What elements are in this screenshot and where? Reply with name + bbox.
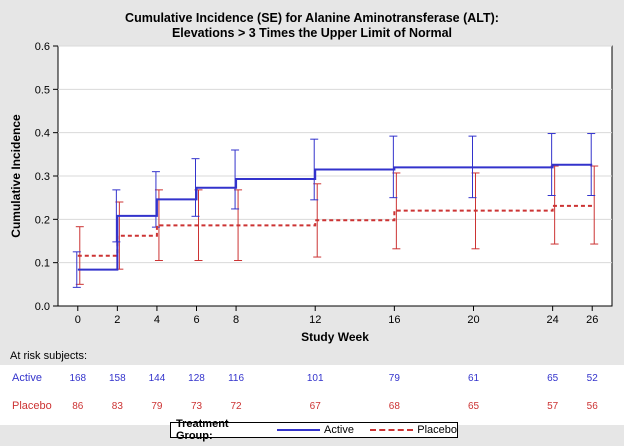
chart-title: Cumulative Incidence (SE) for Alanine Am… (125, 11, 499, 25)
y-tick-label: 0.0 (35, 301, 50, 313)
series-line-active (77, 163, 593, 271)
x-tick-label: 12 (309, 314, 321, 326)
risk-count-active: 65 (547, 373, 559, 384)
x-tick-label: 16 (388, 314, 400, 326)
x-tick-label: 8 (233, 314, 239, 326)
risk-count-placebo: 65 (467, 401, 480, 412)
risk-table-header: At risk subjects: (10, 350, 88, 362)
legend-active-label: Active (324, 424, 354, 436)
x-tick-label: 0 (75, 314, 81, 326)
risk-count-placebo: 73 (190, 401, 203, 412)
x-tick-label: 4 (154, 314, 160, 326)
legend-active-swatch (276, 429, 321, 431)
y-tick-label: 0.5 (35, 84, 50, 96)
risk-count-placebo: 56 (586, 401, 598, 412)
y-tick-label: 0.4 (35, 128, 50, 140)
risk-count-active: 79 (388, 373, 400, 384)
legend-placebo-label: Placebo (417, 424, 458, 436)
legend-placebo-swatch (369, 429, 414, 431)
y-tick-label: 0.3 (35, 171, 50, 183)
risk-count-active: 144 (148, 373, 166, 384)
risk-count-active: 128 (188, 373, 205, 384)
risk-table: Active 168 158 144 128 116 101 79 61 65 52 Placebo 8… (0, 365, 624, 425)
risk-count-active: 52 (586, 373, 598, 384)
risk-count-active: 101 (306, 373, 324, 384)
risk-count-active: 168 (69, 373, 87, 384)
plot-area: 0.00.10.20.30.40.50.60 2 4 6 8 12 16 20 24 26Stud… (9, 41, 613, 344)
x-axis-label: Study Week (301, 330, 369, 344)
x-tick-label: 26 (586, 314, 598, 326)
risk-count-placebo: 79 (151, 401, 163, 412)
risk-count-active: 61 (467, 373, 480, 384)
y-axis-label: Cumulative Incidence (9, 114, 23, 238)
legend-title: Treatment Group: (176, 418, 229, 442)
risk-row-label-placebo: Placebo (12, 400, 52, 412)
risk-count-active: 116 (228, 373, 245, 384)
y-tick-label: 0.2 (35, 214, 50, 226)
x-tick-label: 20 (467, 314, 479, 326)
y-tick-label: 0.1 (35, 258, 50, 270)
chart-subtitle: Elevations > 3 Times the Upper Limit of … (171, 26, 453, 40)
risk-count-placebo: 68 (388, 401, 400, 412)
x-tick-label: 24 (547, 314, 559, 326)
x-tick-label: 2 (114, 314, 120, 326)
risk-count-active: 158 (109, 373, 126, 384)
risk-count-placebo: 67 (309, 401, 321, 412)
risk-count-placebo: 72 (230, 401, 242, 412)
risk-count-placebo: 57 (547, 401, 559, 412)
risk-count-placebo: 86 (72, 401, 84, 412)
x-tick-label: 6 (193, 314, 199, 326)
risk-row-label-active: Active (12, 372, 42, 384)
risk-count-placebo: 83 (111, 401, 123, 412)
y-tick-label: 0.6 (35, 41, 50, 53)
legend: Treatment Group: Active Placebo (170, 418, 458, 442)
